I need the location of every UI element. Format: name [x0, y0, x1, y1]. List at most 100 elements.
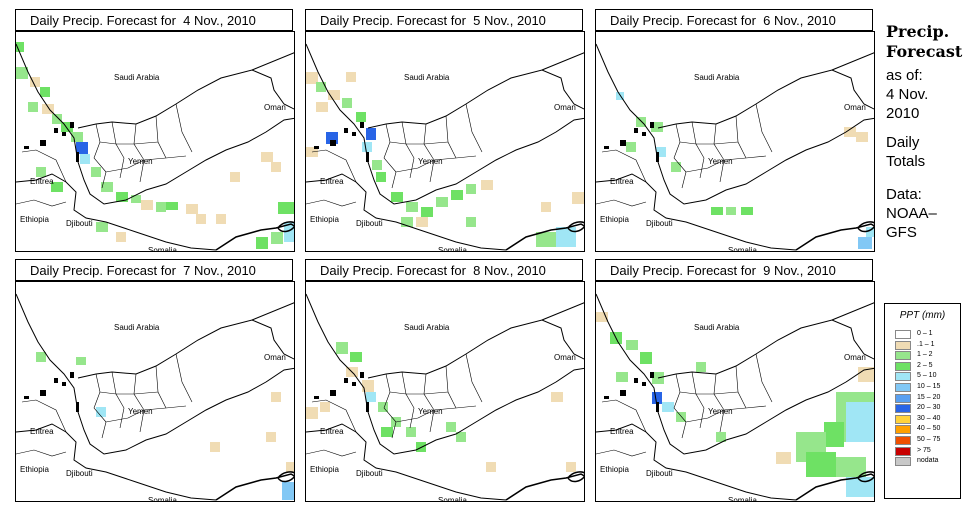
somalia-coast — [215, 473, 294, 501]
label-djibouti: Djibouti — [646, 219, 673, 228]
precip-cell — [406, 202, 418, 212]
yemen-internal-borders — [673, 353, 773, 439]
forecast-panel: Daily Precip. Forecast for 5 Nov., 2010 … — [305, 9, 585, 252]
legend-swatch — [895, 361, 911, 371]
precip-cell — [61, 122, 73, 132]
legend-item: 20 – 30 — [885, 403, 960, 414]
yemen-internal-borders — [383, 353, 483, 439]
precip-cell — [416, 217, 428, 227]
forecast-panel: Daily Precip. Forecast for 4 Nov., 2010 … — [15, 9, 295, 252]
socotra — [857, 471, 874, 483]
island — [314, 146, 319, 149]
label-oman: Oman — [264, 103, 286, 112]
label-djibouti: Djibouti — [646, 469, 673, 478]
precip-cell — [230, 172, 240, 182]
legend-item: 0 – 1 — [885, 329, 960, 340]
precip-cell — [652, 392, 662, 404]
legend-item: 40 – 50 — [885, 424, 960, 435]
coastline — [596, 293, 874, 455]
oman-border — [831, 302, 874, 321]
coastline — [596, 43, 874, 205]
legend-swatch — [895, 435, 911, 445]
somalia-coast — [505, 473, 584, 501]
legend-label: 0 – 1 — [917, 330, 933, 337]
panel-title: Daily Precip. Forecast for 9 Nov., 2010 — [595, 259, 873, 281]
legend-label: 30 – 40 — [917, 414, 941, 422]
sidebar-title-line1: Precip. — [886, 22, 950, 41]
precip-cell — [336, 342, 348, 354]
precip-cells — [306, 72, 584, 247]
legend-item: 10 – 15 — [885, 382, 960, 393]
island — [76, 402, 79, 412]
socotra — [277, 471, 294, 483]
legend-item: .1 – 1 — [885, 340, 960, 351]
precip-cell — [71, 132, 83, 142]
precip-cell — [166, 202, 178, 210]
legend-swatch — [895, 330, 911, 339]
precip-cell — [284, 222, 294, 242]
island — [360, 372, 364, 378]
precip-cell — [846, 402, 874, 442]
socotra — [277, 221, 294, 233]
legend-swatch — [895, 340, 911, 350]
legend-label: 50 – 75 — [917, 435, 941, 443]
precip-cell — [196, 214, 206, 224]
label-eritrea: Eritrea — [320, 177, 344, 186]
coastline — [16, 293, 294, 455]
precip-cell — [342, 98, 352, 108]
island — [40, 140, 46, 146]
precip-cell — [640, 352, 652, 364]
precip-cell — [80, 154, 90, 164]
label-somalia: Somalia — [148, 496, 177, 502]
label-yemen: Yemen — [128, 157, 153, 166]
precip-cell — [726, 207, 736, 215]
islands — [24, 372, 79, 412]
label-saudi-arabia: Saudi Arabia — [114, 323, 160, 332]
label-saudi-arabia: Saudi Arabia — [114, 73, 160, 82]
precip-cell — [36, 352, 46, 362]
label-eritrea: Eritrea — [610, 427, 634, 436]
label-oman: Oman — [844, 103, 866, 112]
yemen-border — [657, 69, 874, 129]
precip-cell — [346, 72, 356, 82]
precip-cell — [116, 232, 126, 242]
legend-label: 10 – 15 — [917, 382, 941, 390]
panel-title: Daily Precip. Forecast for 4 Nov., 2010 — [15, 9, 293, 31]
precip-cell — [40, 87, 50, 97]
precip-cell — [328, 90, 340, 100]
island — [604, 146, 609, 149]
precip-cell — [210, 442, 220, 452]
island — [54, 378, 58, 383]
island — [40, 390, 46, 396]
legend-label: nodata — [917, 457, 939, 465]
island — [352, 132, 356, 136]
legend-item: 15 – 20 — [885, 393, 960, 404]
precip-cell — [366, 392, 376, 402]
sidebar-data-line3: GFS — [886, 224, 917, 241]
socotra — [857, 221, 874, 233]
precip-cell — [436, 197, 448, 207]
precip-cell — [481, 180, 493, 190]
precip-cell — [256, 237, 268, 249]
eritrea-border — [16, 399, 67, 457]
legend-item: 1 – 2 — [885, 350, 960, 361]
legend-label: .1 – 1 — [917, 340, 935, 348]
legend-label: > 75 — [917, 446, 931, 454]
islands — [314, 372, 369, 412]
african-coast — [16, 173, 217, 251]
island — [642, 132, 646, 136]
label-yemen: Yemen — [708, 407, 733, 416]
precip-cell — [91, 167, 101, 177]
yemen-border — [367, 319, 584, 379]
legend-swatch — [895, 414, 911, 424]
precip-cell — [466, 184, 476, 194]
forecast-map: Saudi Arabia Oman Yemen Eritrea Ethiopia… — [595, 31, 875, 252]
sidebar-date-line2: 2010 — [886, 105, 920, 122]
precip-cell — [52, 114, 62, 124]
precip-cell — [96, 222, 108, 232]
precip-cell — [372, 160, 382, 170]
island — [62, 382, 66, 386]
eritrea-border — [306, 399, 357, 457]
legend-swatch — [895, 393, 911, 403]
precip-cell — [271, 162, 281, 172]
